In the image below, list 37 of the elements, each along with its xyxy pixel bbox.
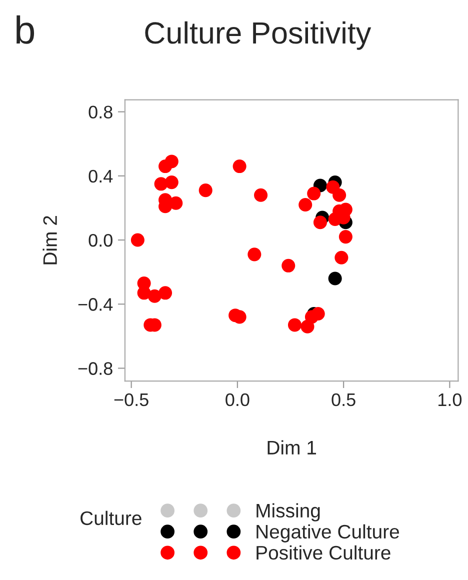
legend-label: Positive Culture bbox=[256, 545, 390, 560]
point bbox=[311, 306, 325, 321]
chart-title: Culture Positivity bbox=[145, 21, 372, 50]
point bbox=[334, 250, 348, 264]
point bbox=[130, 233, 144, 247]
y-tick-label: −0.4 bbox=[78, 298, 113, 311]
point bbox=[298, 198, 312, 212]
point bbox=[148, 289, 162, 303]
point bbox=[313, 216, 327, 230]
text: b bbox=[16, 15, 34, 44]
point bbox=[307, 186, 321, 200]
point bbox=[158, 160, 172, 174]
point bbox=[248, 248, 262, 262]
x-tick-label: 0.5 bbox=[332, 393, 356, 406]
x-axis-title: Dim 1 bbox=[268, 440, 316, 454]
y-tick-label: 0.0 bbox=[88, 234, 112, 247]
point bbox=[282, 258, 296, 272]
point bbox=[328, 272, 342, 286]
x-tick-label: 0.0 bbox=[226, 393, 250, 406]
point bbox=[288, 318, 302, 332]
x-tick-label: −0.5 bbox=[114, 393, 148, 406]
legend-label: Missing bbox=[256, 503, 320, 522]
point bbox=[332, 188, 346, 202]
y-tick-label: −0.8 bbox=[78, 362, 112, 375]
x-tick-label: 1.0 bbox=[438, 393, 462, 406]
point bbox=[158, 286, 172, 300]
point bbox=[169, 196, 183, 210]
y-axis-title: Dim 2 bbox=[42, 216, 57, 264]
point bbox=[198, 184, 212, 198]
y-tick-label: 0.8 bbox=[88, 106, 112, 118]
point bbox=[164, 176, 178, 190]
point bbox=[254, 188, 268, 202]
point bbox=[338, 230, 352, 244]
point bbox=[232, 160, 246, 174]
y-tick-label: 0.4 bbox=[88, 170, 113, 183]
legend-title: Culture bbox=[80, 510, 142, 526]
legend-label: Negative Culture bbox=[256, 524, 400, 542]
